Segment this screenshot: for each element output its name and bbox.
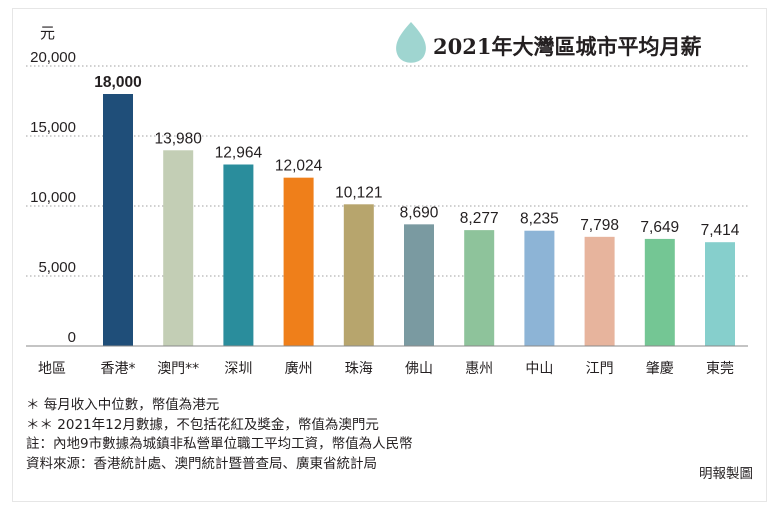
title-block: 2021年大灣區城市平均月薪 <box>396 22 701 63</box>
value-label: 7,798 <box>580 217 619 234</box>
bar <box>343 204 374 346</box>
category-label: 珠海 <box>345 361 373 377</box>
bar <box>223 164 254 346</box>
category-labels: 香港* 澳門** 深圳 廣州 珠海 佛山 惠州 中山 江門 肇慶 東莞 <box>101 360 735 377</box>
bar <box>464 230 495 346</box>
category-label: 肇慶 <box>646 361 674 377</box>
x-axis-label: 地區 <box>38 361 66 377</box>
value-label: 12,024 <box>275 158 323 175</box>
y-tick-label: 10,000 <box>30 189 76 206</box>
value-label: 13,980 <box>154 130 202 147</box>
value-label: 7,649 <box>640 219 679 236</box>
category-label: 東莞 <box>706 361 734 377</box>
value-label: 10,121 <box>335 184 382 201</box>
category-label: 惠州 <box>465 361 493 377</box>
water-drop-icon <box>396 22 426 63</box>
bars <box>103 94 735 346</box>
y-tick-label: 15,000 <box>30 119 76 136</box>
footnotes: ＊ 每月收入中位數，幣值為港元 ＊＊ 2021年12月數據，不包括花紅及獎金，幣… <box>26 396 726 474</box>
footnote-hk: ＊ 每月收入中位數，幣值為港元 <box>26 397 220 413</box>
category-label: 江門 <box>586 361 614 377</box>
footnote-mainland: 註：內地9市數據為城鎮非私營單位職工平均工資，幣值為人民幣 <box>26 436 413 452</box>
credit-label: 明報製圖 <box>699 466 753 482</box>
chart-frame <box>12 8 767 502</box>
chart-title: 2021年大灣區城市平均月薪 <box>433 34 701 59</box>
category-label: 廣州 <box>285 360 313 377</box>
value-label: 7,414 <box>701 222 740 239</box>
value-label: 8,277 <box>460 210 499 227</box>
y-tick-label: 5,000 <box>38 259 76 276</box>
category-label: 深圳 <box>224 361 252 377</box>
value-label: 18,000 <box>94 74 141 91</box>
category-label: 佛山 <box>405 361 433 377</box>
gridlines <box>26 65 748 277</box>
y-tick-label: 20,000 <box>30 49 76 66</box>
category-label: 香港* <box>101 361 136 377</box>
value-label: 8,235 <box>520 211 559 228</box>
bar <box>283 177 314 346</box>
y-tick-label: 0 <box>68 329 76 346</box>
bar <box>163 150 194 346</box>
category-label: 澳門** <box>157 361 199 377</box>
bar <box>705 242 735 346</box>
value-labels: 18,000 13,980 12,964 12,024 10,121 8,690 8,277… <box>94 74 739 239</box>
y-unit-label: 元 <box>40 25 55 42</box>
bar <box>404 224 434 346</box>
bar <box>524 230 555 346</box>
y-tick-labels: 0 5,000 10,000 15,000 20,000 <box>30 49 76 346</box>
value-label: 12,964 <box>215 145 263 162</box>
footnote-macau: ＊＊ 2021年12月數據，不包括花紅及獎金，幣值為澳門元 <box>26 416 379 433</box>
value-label: 8,690 <box>400 204 439 221</box>
bar <box>103 94 133 346</box>
bar <box>644 238 675 346</box>
footnote-source: 資料來源：香港統計處、澳門統計暨普查局、廣東省統計局 <box>26 455 377 472</box>
category-label: 中山 <box>525 361 553 377</box>
bar <box>584 236 615 346</box>
